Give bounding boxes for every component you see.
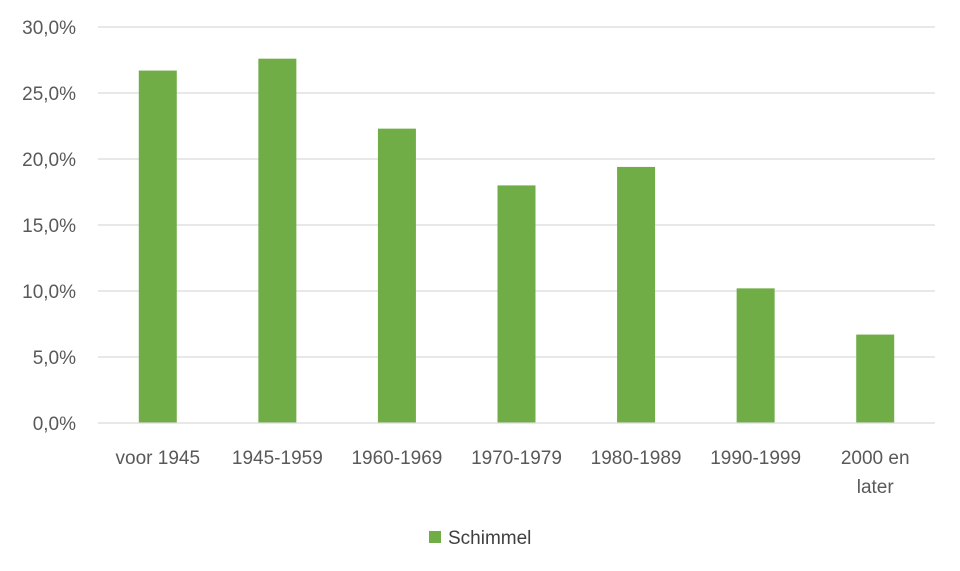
bar xyxy=(736,288,775,423)
x-tick-label: 1970-1979 xyxy=(471,448,562,469)
bar xyxy=(497,185,536,423)
y-tick-label: 20,0% xyxy=(22,150,76,171)
y-tick-label: 5,0% xyxy=(33,348,76,369)
bar xyxy=(856,334,895,423)
x-tick-label: 1990-1999 xyxy=(710,448,801,469)
bar xyxy=(258,58,297,424)
x-tick-label: later xyxy=(857,477,895,498)
bar xyxy=(377,128,416,423)
x-tick-label: 2000 en xyxy=(841,448,910,469)
y-axis-tick-labels: 0,0% 5,0% 10,0% 15,0% 20,0% 25,0% 30,0% xyxy=(22,18,76,435)
x-tick-label: 1960-1969 xyxy=(351,448,442,469)
legend: Schimmel xyxy=(429,528,531,549)
y-tick-label: 25,0% xyxy=(22,84,76,105)
legend-label-schimmel: Schimmel xyxy=(448,528,531,549)
x-tick-label: 1980-1989 xyxy=(591,448,682,469)
x-tick-label: voor 1945 xyxy=(116,448,201,469)
y-tick-label: 15,0% xyxy=(22,216,76,237)
bar-series xyxy=(138,58,895,424)
x-axis-tick-labels: voor 1945 1945-1959 1960-1969 1970-1979 1980… xyxy=(116,448,910,498)
y-tick-label: 10,0% xyxy=(22,282,76,303)
x-tick-label: 1945-1959 xyxy=(232,448,323,469)
y-tick-label: 0,0% xyxy=(33,414,76,435)
y-tick-label: 30,0% xyxy=(22,18,76,39)
legend-swatch-schimmel xyxy=(429,531,441,543)
bar xyxy=(617,166,656,424)
bar xyxy=(138,70,177,423)
